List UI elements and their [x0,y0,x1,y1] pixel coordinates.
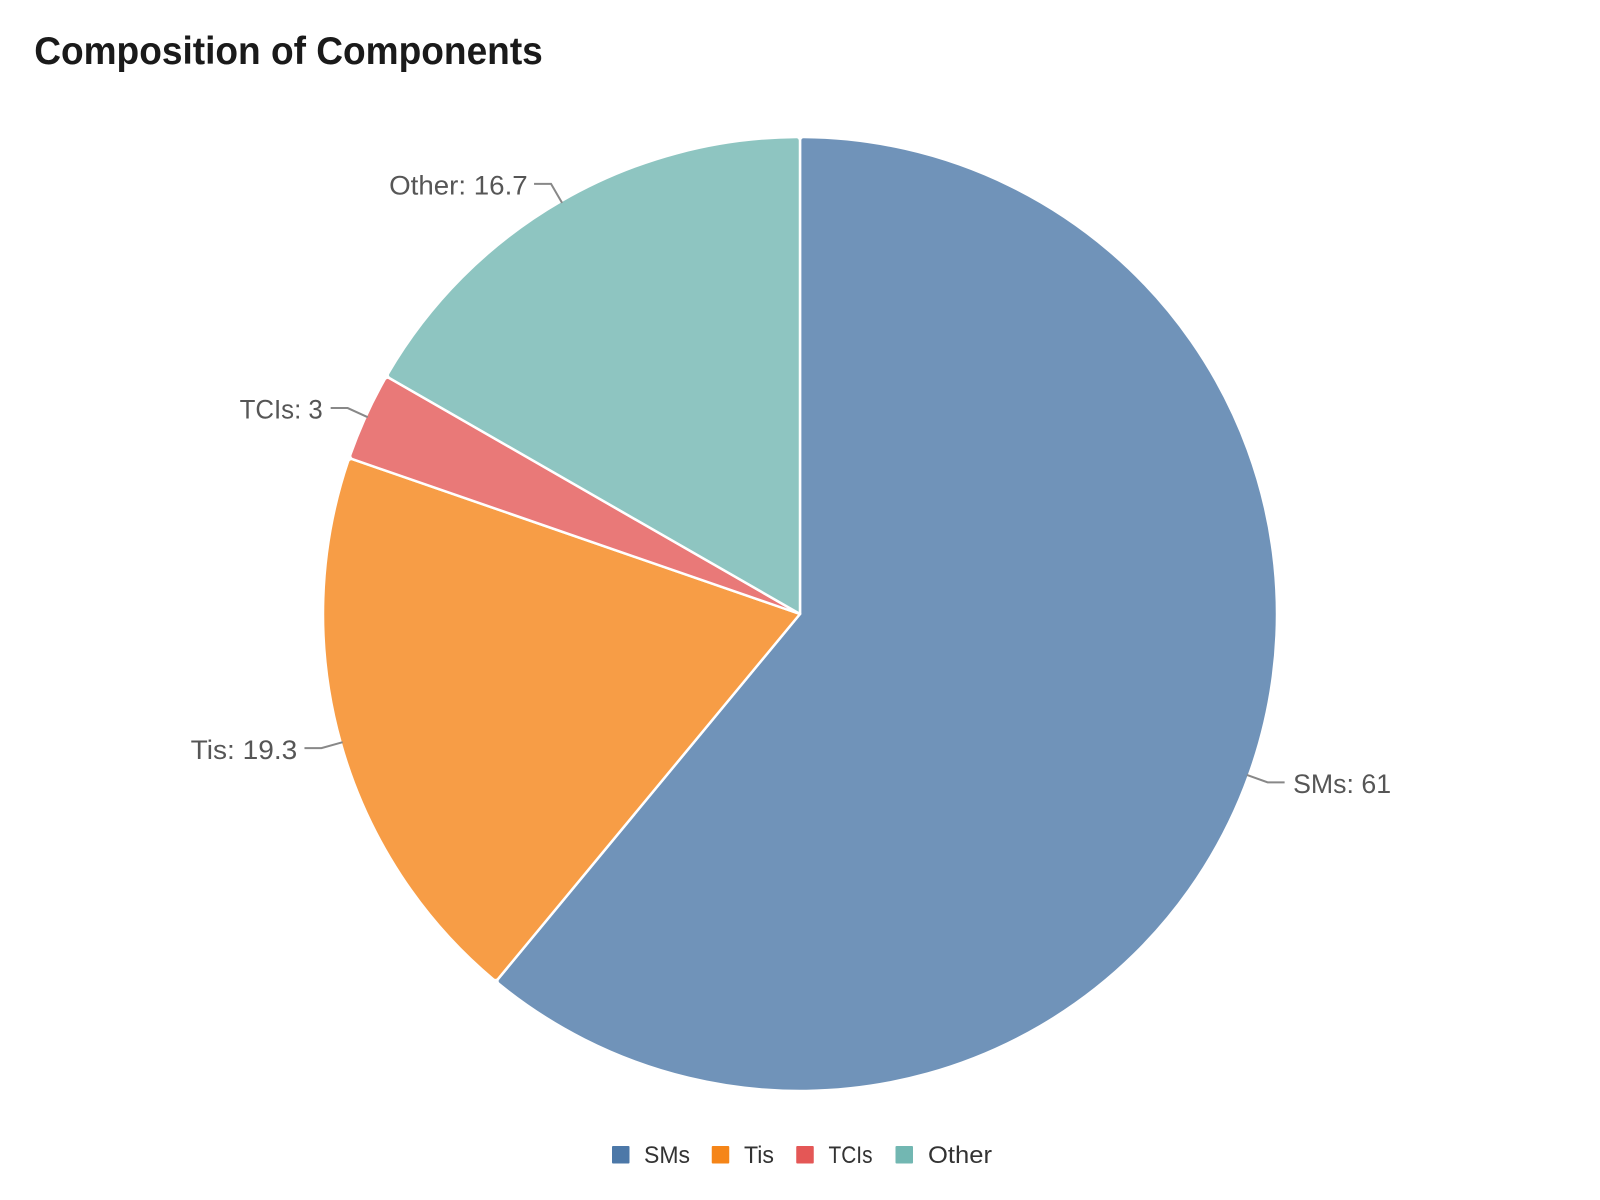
svg-text:Other: Other [928,1142,992,1169]
svg-text:Other: 16.7: Other: 16.7 [389,170,528,200]
svg-text:SMs: 61: SMs: 61 [1293,769,1391,799]
svg-text:SMs: SMs [644,1142,690,1169]
svg-text:Composition of Components: Composition of Components [34,30,543,73]
svg-text:TCIs: 3: TCIs: 3 [240,395,323,425]
svg-text:Tis: Tis [744,1142,774,1169]
svg-text:Tis: 19.3: Tis: 19.3 [191,735,298,765]
svg-text:TCIs: TCIs [829,1142,873,1169]
